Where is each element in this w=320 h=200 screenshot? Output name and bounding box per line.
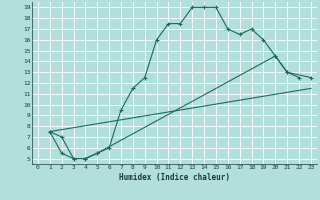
X-axis label: Humidex (Indice chaleur): Humidex (Indice chaleur): [119, 173, 230, 182]
